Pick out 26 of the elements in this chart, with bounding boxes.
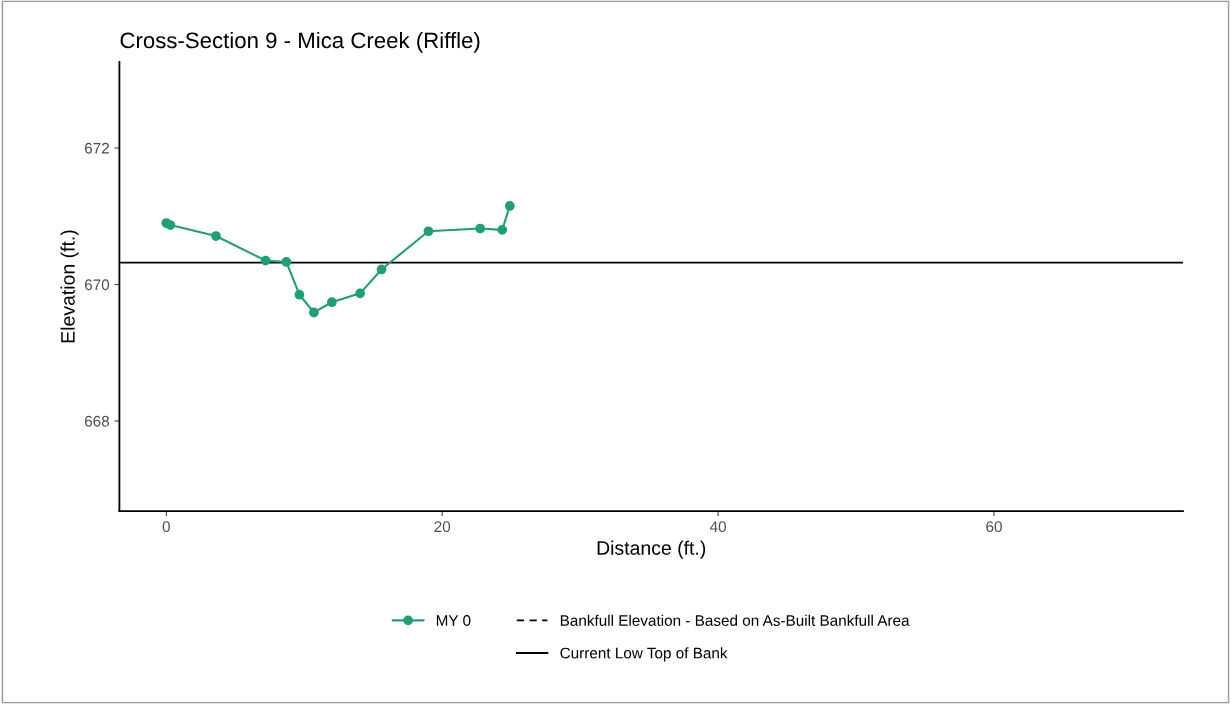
point bbox=[423, 226, 434, 237]
x-tick-label: 40 bbox=[709, 521, 726, 533]
x-tick-label: 60 bbox=[986, 521, 1002, 533]
text: Bankfull Elevation - Based on As-Built Bankfull Area bbox=[560, 614, 910, 626]
point bbox=[475, 223, 486, 234]
legend-label: Current Low Top of Bank bbox=[560, 647, 728, 662]
x-axis-title: Distance (ft.) bbox=[597, 540, 706, 559]
point bbox=[260, 255, 271, 266]
point bbox=[497, 225, 508, 235]
y-axis-title: Elevation (ft.) bbox=[60, 230, 79, 343]
point bbox=[504, 201, 515, 211]
point bbox=[211, 231, 221, 241]
legend-label: MY 0 bbox=[436, 615, 471, 626]
point bbox=[376, 264, 387, 275]
point bbox=[165, 220, 176, 230]
x-tick-label: 0 bbox=[162, 521, 170, 533]
point bbox=[294, 289, 305, 300]
y-tick-label: 672 bbox=[84, 142, 109, 154]
point bbox=[281, 257, 292, 267]
chart-title: Cross-Section 9 - Mica Creek (Riffle) bbox=[120, 31, 480, 53]
x-tick-label: 20 bbox=[434, 521, 451, 533]
point bbox=[355, 288, 365, 299]
point bbox=[326, 297, 337, 308]
y-tick-label: 670 bbox=[84, 279, 110, 291]
y-tick-label: 668 bbox=[84, 415, 110, 427]
point bbox=[309, 307, 319, 318]
